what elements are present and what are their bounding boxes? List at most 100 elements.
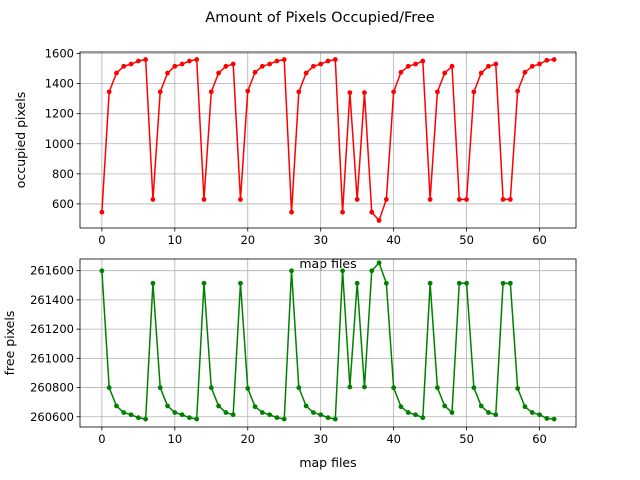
- plot-frame: [79, 258, 577, 428]
- data-point: [311, 63, 316, 69]
- data-point: [325, 415, 331, 421]
- data-point: [223, 410, 229, 415]
- data-point: [179, 412, 185, 418]
- data-point: [486, 63, 491, 69]
- data-point: [194, 416, 200, 422]
- data-point: [340, 209, 345, 215]
- data-point: [456, 280, 462, 286]
- data-point: [551, 416, 557, 422]
- data-point: [347, 384, 353, 390]
- data-point: [354, 280, 360, 286]
- x-tick-label: 0: [98, 233, 105, 247]
- data-point: [507, 197, 513, 202]
- data-point: [500, 197, 506, 202]
- data-point: [478, 403, 484, 409]
- x-tick-label: 10: [168, 432, 183, 446]
- data-point: [325, 58, 331, 64]
- data-point: [420, 58, 426, 64]
- data-point: [383, 197, 389, 202]
- data-point: [252, 69, 258, 75]
- data-point: [332, 57, 338, 62]
- data-point: [208, 89, 214, 95]
- data-point: [332, 416, 338, 422]
- data-point: [522, 404, 528, 410]
- data-point: [537, 61, 542, 67]
- data-point: [99, 209, 105, 215]
- data-point: [296, 89, 302, 95]
- x-tick-label: 10: [168, 233, 183, 247]
- x-tick-label: 60: [532, 432, 547, 446]
- y-tick-label: 800: [52, 167, 74, 181]
- data-point: [318, 412, 324, 418]
- data-point: [296, 385, 302, 391]
- x-tick-label: 20: [240, 432, 255, 446]
- data-point: [179, 61, 185, 67]
- data-point: [135, 415, 141, 421]
- data-point: [362, 90, 367, 96]
- data-point: [267, 412, 273, 418]
- x-tick-label: 50: [459, 233, 474, 247]
- data-point: [274, 58, 280, 64]
- data-point: [515, 88, 521, 94]
- data-point: [289, 209, 294, 215]
- data-point: [201, 197, 207, 202]
- data-point: [471, 385, 477, 391]
- x-axis-label: map files: [299, 256, 356, 271]
- data-point: [449, 410, 455, 415]
- x-tick-label: 20: [240, 233, 255, 247]
- data-point: [274, 415, 280, 421]
- y-tick-label: 1200: [45, 107, 74, 121]
- data-point: [135, 58, 141, 64]
- data-point: [245, 386, 251, 391]
- data-point: [398, 69, 404, 75]
- data-point: [303, 403, 309, 409]
- x-axis-label: map files: [299, 455, 356, 470]
- data-point: [289, 268, 294, 274]
- data-point: [187, 58, 192, 64]
- data-point: [500, 280, 506, 286]
- data-point: [252, 404, 258, 410]
- data-point: [201, 280, 207, 286]
- data-point: [245, 88, 251, 94]
- data-point: [369, 268, 375, 274]
- series-line: [101, 262, 555, 420]
- data-point: [442, 70, 448, 76]
- y-tick-label: 261600: [30, 264, 74, 278]
- x-tick-label: 40: [386, 432, 401, 446]
- x-tick-label: 40: [386, 233, 401, 247]
- data-point: [464, 197, 469, 202]
- data-point: [259, 63, 265, 69]
- data-point: [405, 63, 411, 69]
- data-point: [143, 57, 149, 62]
- data-point: [427, 280, 433, 286]
- x-tick-label: 60: [532, 233, 547, 247]
- data-point: [157, 385, 163, 391]
- data-point: [544, 415, 550, 421]
- data-point: [267, 61, 273, 67]
- data-point: [456, 197, 462, 202]
- y-tick-label: 1400: [45, 77, 74, 91]
- data-point: [238, 280, 243, 286]
- data-point: [493, 61, 499, 67]
- data-point: [383, 280, 389, 286]
- data-point: [216, 70, 221, 76]
- data-point: [281, 57, 287, 62]
- data-point: [347, 90, 353, 96]
- data-point: [99, 268, 105, 274]
- y-tick-label: 261400: [30, 293, 74, 307]
- occupied-pixels-chart: 0 10 20 30 40 50 60 600 800 1000 1200 1400 1600 map f…: [13, 47, 577, 271]
- x-tick-label: 0: [98, 432, 105, 446]
- data-point: [121, 410, 127, 415]
- y-tick-label: 260800: [30, 381, 74, 395]
- y-axis-label: occupied pixels: [13, 92, 28, 188]
- data-point: [114, 70, 119, 76]
- data-point: [435, 89, 440, 95]
- y-tick-label: 1000: [45, 137, 74, 151]
- data-point: [529, 410, 535, 415]
- data-point: [413, 61, 418, 67]
- y-tick-label: 600: [52, 197, 74, 211]
- data-point: [281, 416, 287, 422]
- data-point: [478, 70, 484, 76]
- data-point: [551, 57, 557, 62]
